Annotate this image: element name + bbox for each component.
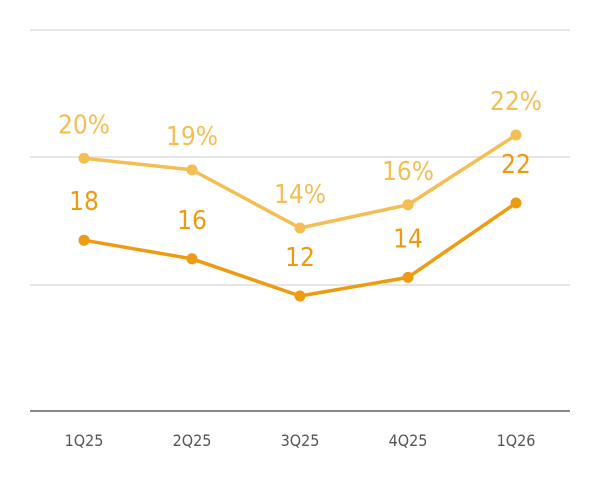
data-label: 16 <box>177 206 207 236</box>
series-1: 20% 19% 14% 16% 22% <box>58 87 542 234</box>
data-point <box>186 164 198 176</box>
data-label: 14% <box>274 180 326 210</box>
data-label: 19% <box>166 122 218 152</box>
series-2: 18 16 12 14 22 <box>69 150 531 302</box>
x-tick-label: 4Q25 <box>389 431 428 450</box>
data-label: 14 <box>393 224 423 254</box>
data-point <box>78 234 90 246</box>
data-point <box>402 271 414 283</box>
data-label: 22% <box>490 87 542 117</box>
series-layer: 20% 19% 14% 16% 22% 18 16 12 14 22 <box>58 87 542 302</box>
data-label: 16% <box>382 157 434 187</box>
x-tick-label: 2Q25 <box>173 431 212 450</box>
data-label: 12 <box>285 243 315 273</box>
data-point <box>510 129 522 141</box>
x-tick-label: 1Q26 <box>497 431 536 450</box>
data-point <box>78 152 90 164</box>
data-point <box>186 253 198 265</box>
data-label: 22 <box>501 150 531 180</box>
data-point <box>294 222 306 234</box>
data-point <box>510 197 522 209</box>
x-tick-label: 1Q25 <box>65 431 104 450</box>
data-point <box>294 290 306 302</box>
data-label: 20% <box>58 110 110 140</box>
data-label: 18 <box>69 187 99 217</box>
x-tick-label: 3Q25 <box>281 431 320 450</box>
x-axis-tick-labels: 1Q25 2Q25 3Q25 4Q25 1Q26 <box>65 431 536 450</box>
data-point <box>402 199 414 211</box>
